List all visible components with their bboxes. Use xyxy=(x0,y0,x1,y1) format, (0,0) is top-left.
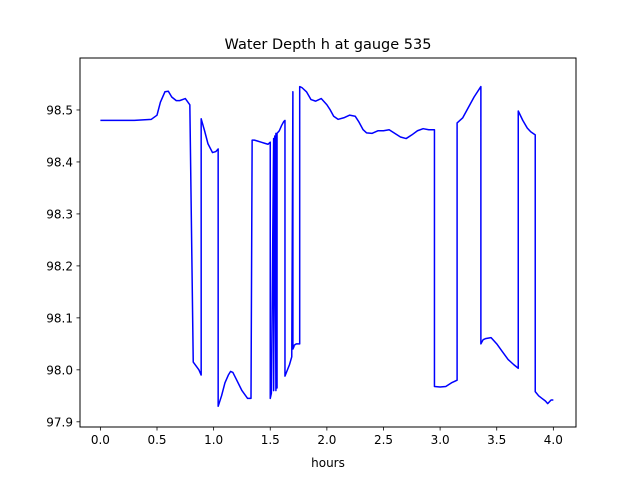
x-axis-label: hours xyxy=(311,456,345,470)
plot-area: 0.0 0.5 1.0 1.5 2.0 2.5 3.0 3.5 4.0 97.9 98.0 98.1 9… xyxy=(46,57,577,447)
x-tick-label: 1.0 xyxy=(204,433,223,447)
y-tick-label: 98.0 xyxy=(46,363,73,377)
y-tick-label: 98.2 xyxy=(46,259,73,273)
y-tick-label: 98.3 xyxy=(46,207,73,221)
x-tick-label: 3.5 xyxy=(487,433,506,447)
series-line-0 xyxy=(100,85,554,407)
x-tick-label: 3.0 xyxy=(431,433,450,447)
chart-title: Water Depth h at gauge 535 xyxy=(225,37,432,53)
x-tick-label: 0.0 xyxy=(91,433,110,447)
y-tick-label: 98.4 xyxy=(46,155,73,169)
axes-frame xyxy=(79,57,577,428)
x-tick-label: 1.5 xyxy=(261,433,280,447)
y-tick-label: 97.9 xyxy=(46,415,73,429)
x-tick-label: 2.5 xyxy=(374,433,393,447)
y-tick-label: 98.1 xyxy=(46,311,73,325)
y-tick-label: 98.5 xyxy=(46,103,73,117)
x-tick-label: 0.5 xyxy=(147,433,166,447)
x-tick-label: 2.0 xyxy=(317,433,336,447)
x-tick-label: 4.0 xyxy=(544,433,563,447)
